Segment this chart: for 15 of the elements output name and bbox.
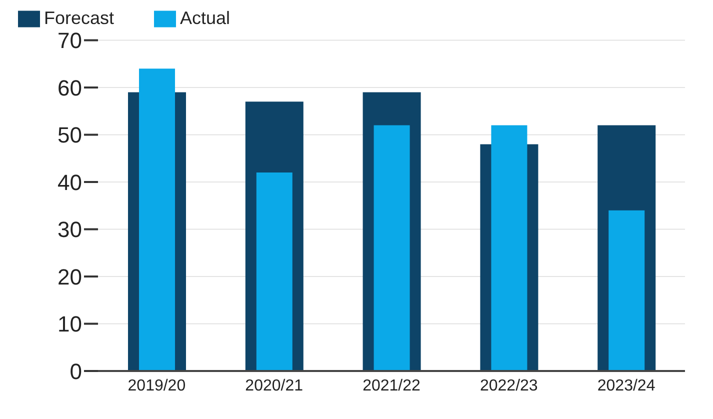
y-tick-label: 20 [58, 264, 82, 290]
legend-label: Forecast [44, 8, 114, 28]
y-tick-label: 50 [58, 122, 82, 148]
y-tick-label: 0 [70, 358, 82, 384]
x-tick-label: 2019/20 [128, 377, 186, 394]
y-tick-label: 70 [58, 28, 82, 54]
y-tick-label: 60 [58, 75, 82, 100]
x-tick-label: 2022/23 [480, 377, 538, 394]
x-tick-label: 2023/24 [597, 377, 656, 394]
legend-label: Actual [180, 8, 230, 28]
x-tick-label: 2020/21 [245, 377, 304, 394]
y-tick-label: 40 [58, 170, 82, 195]
y-tick-label: 10 [58, 312, 82, 337]
x-tick-label: 2021/22 [362, 377, 421, 394]
y-tick-label: 30 [58, 217, 82, 242]
